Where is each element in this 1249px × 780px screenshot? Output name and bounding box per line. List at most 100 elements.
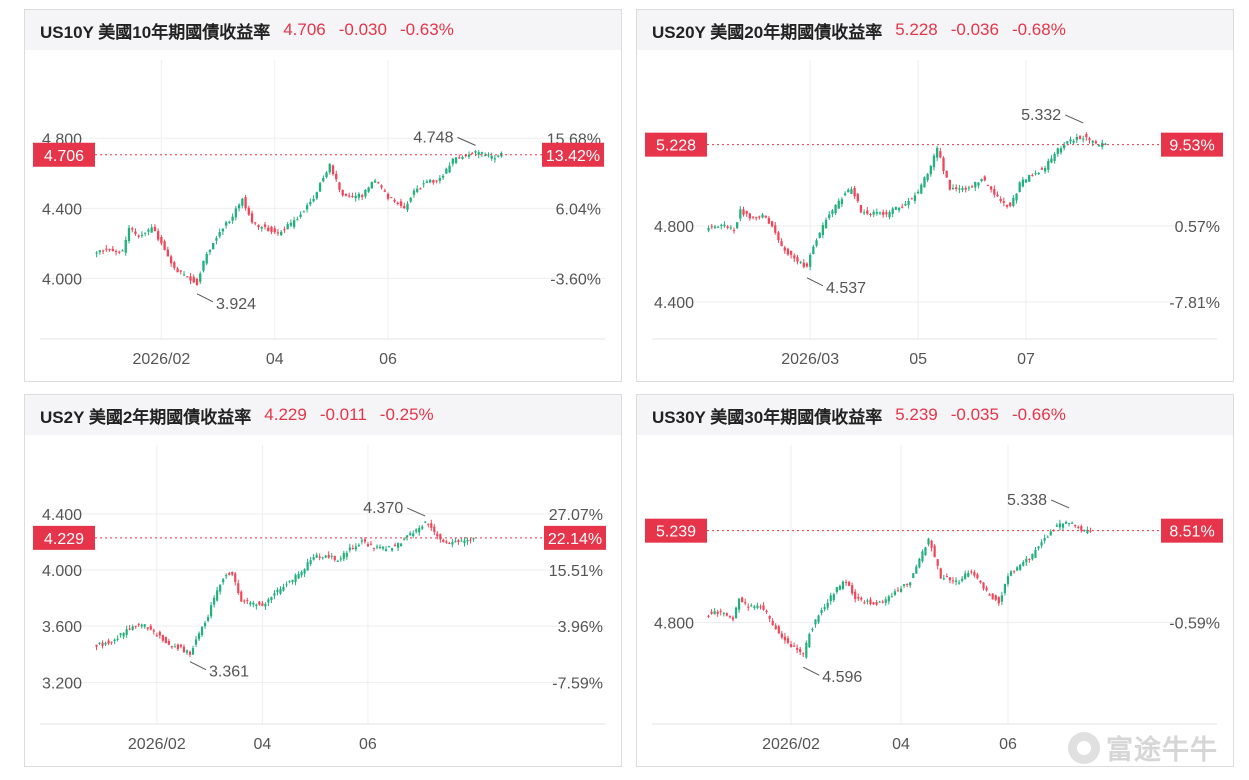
- candle-body: [300, 571, 303, 576]
- candle-body: [176, 644, 180, 649]
- candle-body: [1025, 558, 1028, 563]
- candle-body: [774, 225, 777, 233]
- candle-body: [1074, 525, 1077, 527]
- candle-body: [282, 586, 285, 591]
- chart-panel-us2y[interactable]: US2Y 美國2年期國債收益率 4.229 -0.011 -0.25% 4.40…: [24, 394, 622, 767]
- candle-body: [231, 216, 234, 221]
- y-tick-label: 3.200: [42, 675, 82, 692]
- candle-body: [811, 628, 814, 631]
- candle-body: [964, 573, 967, 579]
- candle-body: [432, 180, 435, 183]
- candle-body: [722, 612, 725, 614]
- candle-body: [215, 238, 218, 241]
- candle-body: [445, 168, 448, 174]
- candle-body: [1047, 161, 1050, 170]
- candle-body: [197, 633, 201, 640]
- candle-body: [134, 625, 137, 627]
- low-leader-line: [806, 277, 824, 287]
- chart-panel-us10y[interactable]: US10Y 美國10年期國債收益率 4.706 -0.030 -0.63% 4.…: [24, 9, 622, 382]
- candle-body: [970, 571, 973, 573]
- chart-panel-us20y[interactable]: US20Y 美國20年期國債收益率 5.228 -0.036 -0.68% 4.…: [636, 9, 1234, 382]
- candle-body: [1094, 141, 1098, 144]
- candle-body: [144, 232, 147, 234]
- candle-body: [1089, 530, 1092, 532]
- candle-body: [110, 641, 113, 643]
- candle-body: [415, 529, 418, 532]
- current-pct-tag: [1161, 132, 1223, 157]
- candle-body: [835, 587, 838, 592]
- candle-body: [393, 199, 396, 202]
- candle-body: [986, 184, 990, 186]
- candle-body: [442, 539, 445, 542]
- candlestick-chart[interactable]: 4.400 4.000 3.600 3.200 27.07% 22.14% 15.51% 3.…: [25, 435, 621, 766]
- candle-body: [241, 198, 244, 206]
- candle-body: [460, 540, 463, 542]
- candle-body: [451, 158, 454, 164]
- candle-body: [299, 214, 302, 217]
- candle-body: [815, 240, 818, 246]
- candle-body: [225, 575, 228, 577]
- candle-body: [755, 217, 758, 219]
- candle-body: [1021, 179, 1025, 187]
- candle-body: [792, 645, 796, 647]
- candle-body: [425, 181, 429, 183]
- candle-body: [436, 533, 439, 537]
- candle-body: [756, 605, 759, 608]
- candle-body: [979, 580, 982, 583]
- candle-body: [234, 573, 237, 582]
- candle-body: [315, 554, 318, 558]
- candle-body: [185, 650, 189, 653]
- candle-body: [927, 538, 930, 545]
- candle-body: [924, 547, 927, 556]
- candle-body: [857, 597, 860, 599]
- candle-body: [875, 212, 878, 214]
- candle-body: [416, 188, 419, 192]
- candle-body: [799, 648, 802, 653]
- candle-body: [742, 209, 745, 215]
- candlestick-chart[interactable]: 4.800 4.400 9.53% 0.57% -7.81% 2026/03 05 07 5.2…: [637, 50, 1233, 381]
- candle-body: [829, 595, 832, 602]
- candle-body: [954, 580, 958, 582]
- candle-body: [809, 255, 812, 267]
- candle-body: [305, 205, 309, 210]
- candle-body: [869, 214, 872, 216]
- candle-body: [967, 572, 970, 577]
- panel-header: US2Y 美國2年期國債收益率 4.229 -0.011 -0.25%: [25, 395, 621, 435]
- candle-body: [847, 189, 850, 193]
- candle-body: [104, 642, 107, 645]
- candle-body: [759, 606, 762, 608]
- current-value-tag: [645, 518, 707, 543]
- candle-body: [403, 205, 406, 209]
- candle-body: [260, 226, 263, 229]
- low-label: 4.596: [822, 669, 862, 686]
- candle-body: [303, 569, 306, 574]
- candle-body: [224, 222, 228, 226]
- candle-body: [948, 577, 952, 581]
- chart-panel-us30y[interactable]: US30Y 美國30年期國債收益率 5.239 -0.035 -0.66% 4.…: [636, 394, 1234, 767]
- candle-body: [805, 642, 808, 658]
- candle-body: [345, 552, 348, 557]
- candle-body: [904, 203, 907, 206]
- high-leader-line: [1064, 114, 1084, 124]
- candle-body: [751, 216, 755, 218]
- candle-body: [107, 640, 110, 644]
- candle-body: [161, 634, 164, 641]
- candle-body: [732, 230, 736, 232]
- candle-body: [221, 228, 225, 232]
- candle-body: [454, 157, 458, 163]
- current-pct-tag: [544, 525, 606, 550]
- candle-body: [231, 572, 234, 575]
- candle-body: [421, 526, 424, 529]
- candle-body: [158, 631, 161, 636]
- candle-body: [991, 593, 994, 600]
- candle-body: [745, 211, 748, 214]
- y-tick-label: 4.800: [654, 616, 694, 633]
- low-label: 3.361: [209, 664, 249, 681]
- candle-body: [496, 155, 500, 157]
- candle-body: [767, 218, 771, 224]
- high-label: 5.338: [1007, 492, 1047, 509]
- candle-body: [970, 186, 974, 188]
- candlestick-chart[interactable]: 4.8008.51%-0.59%2026/0204065.2398.51%5.3…: [637, 435, 1233, 766]
- candle-body: [713, 611, 716, 615]
